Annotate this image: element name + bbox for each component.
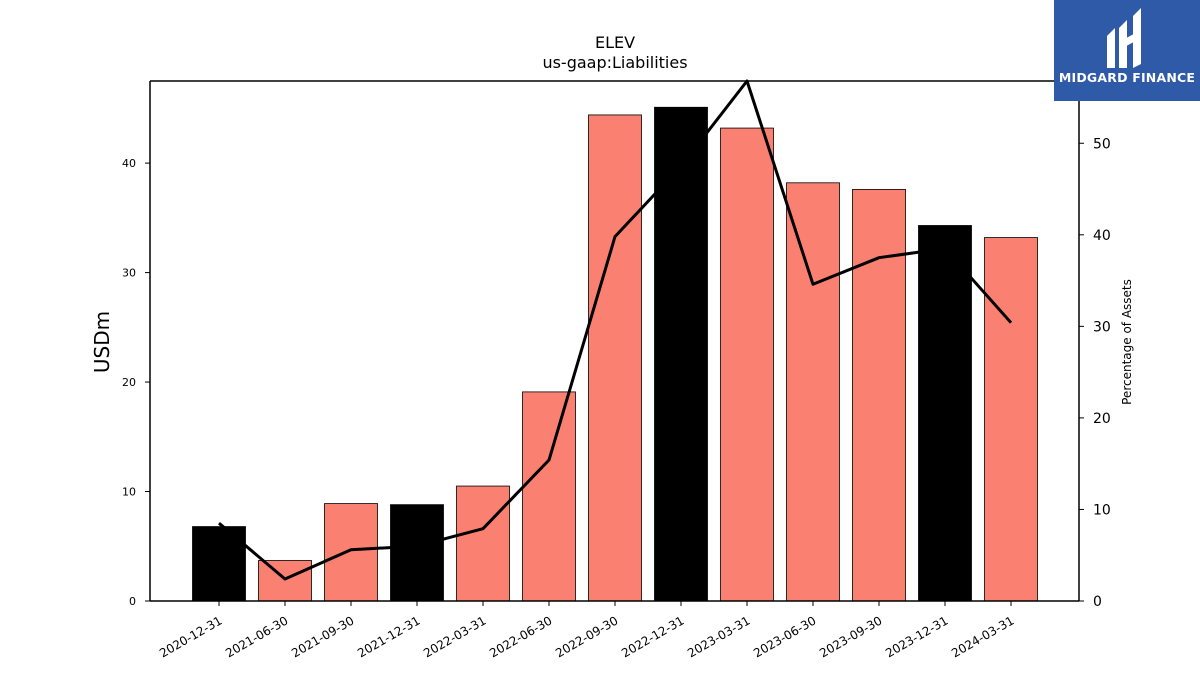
y2-tick-label: 40 [1093,228,1111,244]
y-tick-label: 10 [122,486,136,499]
x-tick-label: 2022-03-31 [421,613,488,660]
y2-axis-label: Percentage of Assets [1120,279,1134,405]
bar-2023-12-31 [918,225,972,602]
x-tick-label: 2024-03-31 [949,613,1016,660]
x-tick-label: 2022-06-30 [487,613,554,660]
y2-tick-label: 10 [1093,502,1111,518]
x-tick-label: 2022-09-30 [553,613,620,660]
x-tick-label: 2022-12-31 [619,613,686,660]
logo-text: MIDGARD FINANCE [1058,70,1196,85]
x-tick-label: 2021-09-30 [289,613,356,660]
y-tick-label: 0 [129,595,136,608]
percentage-line [218,79,1013,581]
bar-2021-12-31 [390,504,444,602]
bar-series [192,106,1038,602]
y-tick-label: 20 [122,376,136,389]
bar-2021-06-30 [258,560,312,602]
line-series [218,79,1013,581]
chart-subtitle: us-gaap:Liabilities [542,53,687,72]
bar-2024-03-31 [984,237,1038,602]
bar-2023-03-31 [720,127,774,602]
y2-tick-label: 0 [1093,594,1102,610]
x-tick-label: 2021-06-30 [223,613,290,660]
bar-2022-12-31 [654,106,708,602]
x-tick-label: 2023-06-30 [751,613,818,660]
midgard-finance-logo: MIDGARD FINANCE [1054,0,1200,101]
y2-tick-label: 20 [1093,411,1111,427]
y-tick-label: 30 [122,267,136,280]
chart-title: ELEV [595,33,635,52]
logo-mark-icon [1107,8,1141,68]
y-axis-label: USDm [90,311,114,373]
bar-2023-06-30 [786,182,840,602]
bar-2021-09-30 [324,503,378,602]
x-tick-label: 2021-12-31 [355,613,422,660]
x-tick-label: 2023-12-31 [883,613,950,660]
bar-2022-06-30 [522,391,576,602]
y-tick-label: 40 [122,157,136,170]
bar-2022-03-31 [456,485,510,602]
x-tick-label: 2020-12-31 [157,613,224,660]
x-tick-label: 2023-03-31 [685,613,752,660]
y2-tick-label: 30 [1093,319,1111,335]
bar-2023-09-30 [852,188,906,602]
x-tick-label: 2023-09-30 [817,613,884,660]
y2-tick-label: 50 [1093,136,1111,152]
bar-2022-09-30 [588,114,642,602]
